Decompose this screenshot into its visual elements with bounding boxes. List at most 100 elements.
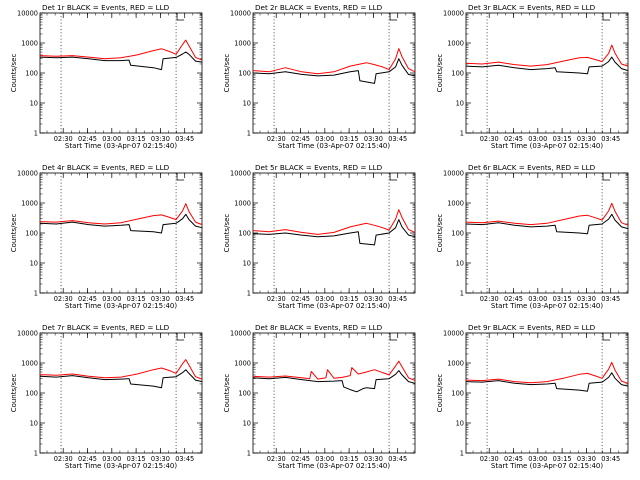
y-tick-label: 100 <box>451 69 464 77</box>
x-tick-label: 03:45 <box>388 135 407 143</box>
detector-panel: Det 1r BLACK = Events, RED = LLD 1 10 100 10… <box>10 3 203 150</box>
lld-series-line <box>252 48 416 75</box>
detector-panel: Det 7r BLACK = Events, RED = LLD 1 10 100 10… <box>10 323 203 470</box>
x-tick-label: 03:00 <box>528 135 547 143</box>
y-tick-label: 10 <box>30 259 38 267</box>
x-tick-label: 02:45 <box>78 295 97 303</box>
x-tick-label: 03:45 <box>175 455 194 463</box>
x-tick-label: 03:15 <box>127 295 146 303</box>
x-tick-label: 03:30 <box>364 135 383 143</box>
x-tick-label: 02:30 <box>54 295 73 303</box>
lld-series-line <box>39 359 203 380</box>
x-tick-label: 02:30 <box>267 135 286 143</box>
detector-panel: Det 8r BLACK = Events, RED = LLD 1 10 100 10… <box>223 323 416 470</box>
y-tick-label: 100 <box>25 229 38 237</box>
y-tick-label: 1000 <box>447 39 464 47</box>
y-tick-label: 1 <box>460 129 464 137</box>
detector-panel: Det 9r BLACK = Events, RED = LLD 1 10 100 10… <box>436 323 629 470</box>
x-tick-label: 02:30 <box>54 455 73 463</box>
y-tick-label: 100 <box>238 389 251 397</box>
y-tick-label: 10 <box>30 99 38 107</box>
x-tick-label: 03:15 <box>340 135 359 143</box>
y-tick-label: 10 <box>243 419 251 427</box>
y-tick-label: 100 <box>238 69 251 77</box>
events-series-line <box>39 369 203 389</box>
y-tick-label: 10000 <box>443 9 464 17</box>
lld-series-line <box>39 203 203 226</box>
x-tick-label: 02:30 <box>480 135 499 143</box>
interval-bracket-marker <box>389 173 398 181</box>
x-tick-label: 03:15 <box>553 135 572 143</box>
y-tick-label: 1000 <box>21 199 38 207</box>
panel-title: Det 7r BLACK = Events, RED = LLD <box>42 323 170 332</box>
y-tick-label: 100 <box>451 389 464 397</box>
y-tick-label: 10000 <box>17 169 38 177</box>
y-axis-label: Counts/sec <box>223 54 231 93</box>
events-series-line <box>39 51 203 71</box>
events-series-line <box>252 370 416 393</box>
detector-panel: Det 5r BLACK = Events, RED = LLD 1 10 100 10… <box>223 163 416 310</box>
y-tick-label: 10 <box>30 419 38 427</box>
y-tick-label: 1000 <box>447 199 464 207</box>
x-axis-label: Start Time (03-Apr-07 02:15:40) <box>491 142 603 150</box>
plot-frame <box>39 12 203 134</box>
plot-frame <box>252 172 416 294</box>
y-tick-label: 1 <box>247 289 251 297</box>
panel-title: Det 6r BLACK = Events, RED = LLD <box>468 163 596 172</box>
plot-frame <box>252 332 416 454</box>
x-tick-label: 03:00 <box>315 455 334 463</box>
x-axis-label: Start Time (03-Apr-07 02:15:40) <box>65 462 177 470</box>
y-tick-label: 1000 <box>447 359 464 367</box>
interval-bracket-marker <box>602 173 611 181</box>
detector-panel: Det 6r BLACK = Events, RED = LLD 1 10 100 10… <box>436 163 629 310</box>
x-tick-label: 03:30 <box>151 135 170 143</box>
y-tick-label: 10000 <box>17 9 38 17</box>
y-tick-label: 10000 <box>230 9 251 17</box>
x-tick-label: 03:00 <box>102 135 121 143</box>
x-tick-label: 03:45 <box>175 135 194 143</box>
y-axis-label: Counts/sec <box>10 214 18 253</box>
x-tick-label: 03:45 <box>601 135 620 143</box>
x-tick-label: 02:45 <box>504 295 523 303</box>
x-tick-label: 03:00 <box>528 455 547 463</box>
x-tick-label: 03:00 <box>315 295 334 303</box>
panel-title: Det 9r BLACK = Events, RED = LLD <box>468 323 596 332</box>
interval-bracket-marker <box>176 173 185 181</box>
x-tick-label: 03:45 <box>388 295 407 303</box>
x-axis-label: Start Time (03-Apr-07 02:15:40) <box>278 142 390 150</box>
x-tick-label: 03:45 <box>388 455 407 463</box>
y-tick-label: 1 <box>34 449 38 457</box>
x-tick-label: 03:00 <box>528 295 547 303</box>
x-tick-label: 03:00 <box>315 135 334 143</box>
detector-panel: Det 2r BLACK = Events, RED = LLD 1 10 100 10… <box>223 3 416 150</box>
x-tick-label: 02:45 <box>291 455 310 463</box>
interval-bracket-marker <box>176 13 185 21</box>
x-tick-label: 02:45 <box>78 455 97 463</box>
lld-series-line <box>39 39 203 61</box>
x-axis-label: Start Time (03-Apr-07 02:15:40) <box>491 302 603 310</box>
x-tick-label: 02:30 <box>480 295 499 303</box>
interval-bracket-marker <box>176 333 185 341</box>
x-tick-label: 02:30 <box>480 455 499 463</box>
y-tick-label: 10 <box>456 419 464 427</box>
x-tick-label: 02:30 <box>54 135 73 143</box>
x-tick-label: 02:45 <box>504 455 523 463</box>
events-series-line <box>252 58 416 84</box>
interval-bracket-marker <box>602 13 611 21</box>
x-tick-label: 02:30 <box>267 455 286 463</box>
y-tick-label: 10 <box>243 259 251 267</box>
x-axis-label: Start Time (03-Apr-07 02:15:40) <box>278 462 390 470</box>
x-tick-label: 03:15 <box>340 455 359 463</box>
y-axis-label: Counts/sec <box>10 374 18 413</box>
panel-title: Det 1r BLACK = Events, RED = LLD <box>42 3 170 12</box>
y-tick-label: 1 <box>460 289 464 297</box>
plot-frame <box>39 172 203 294</box>
y-tick-label: 100 <box>451 229 464 237</box>
x-tick-label: 02:45 <box>78 135 97 143</box>
lld-series-line <box>252 209 416 235</box>
y-axis-label: Counts/sec <box>436 54 444 93</box>
y-tick-label: 10000 <box>17 329 38 337</box>
x-axis-label: Start Time (03-Apr-07 02:15:40) <box>491 462 603 470</box>
panel-title: Det 5r BLACK = Events, RED = LLD <box>255 163 383 172</box>
